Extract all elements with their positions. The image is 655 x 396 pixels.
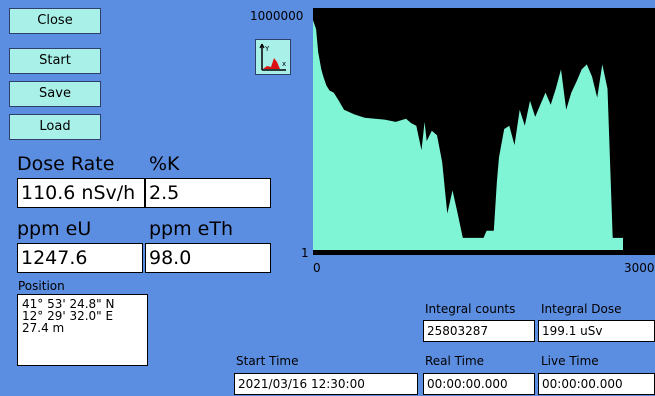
uranium-label: ppm eU: [17, 218, 92, 240]
thorium-field[interactable]: 98.0: [145, 243, 271, 273]
svg-text:x: x: [282, 60, 286, 68]
live-time-field[interactable]: 00:00:00.000: [538, 373, 655, 395]
x-axis-min-label: 0: [313, 261, 321, 275]
y-axis-min-label: 1: [301, 246, 309, 260]
spectrum-axes-icon: Y x: [259, 43, 286, 71]
load-button[interactable]: Load: [9, 114, 101, 140]
spectrum-chart[interactable]: [313, 8, 655, 255]
position-latitude: 41° 53' 24.8" N: [22, 297, 115, 311]
chart-toggle-button[interactable]: Y x: [255, 39, 291, 75]
live-time-label: Live Time: [541, 354, 599, 368]
integral-counts-label: Integral counts: [425, 302, 516, 316]
close-button[interactable]: Close: [9, 8, 101, 34]
uranium-field[interactable]: 1247.6: [17, 243, 143, 273]
integral-dose-field[interactable]: 199.1 uSv: [538, 320, 655, 342]
dose-rate-label: Dose Rate: [17, 153, 115, 175]
potassium-label: %K: [149, 153, 180, 175]
start-time-label: Start Time: [236, 354, 299, 368]
thorium-label: ppm eTh: [149, 218, 234, 240]
integral-dose-label: Integral Dose: [541, 302, 622, 316]
start-button[interactable]: Start: [9, 48, 101, 74]
position-longitude: 12° 29' 32.0" E: [22, 309, 114, 323]
x-axis-max-label: 3000: [624, 261, 655, 275]
start-time-field[interactable]: 2021/03/16 12:30:00: [234, 373, 418, 395]
real-time-field[interactable]: 00:00:00.000: [423, 373, 535, 395]
svg-text:Y: Y: [264, 45, 270, 53]
position-label: Position: [18, 279, 65, 293]
integral-counts-field[interactable]: 25803287: [423, 320, 535, 342]
position-box: 41° 53' 24.8" N 12° 29' 32.0" E 27.4 m: [17, 294, 148, 366]
potassium-field[interactable]: 2.5: [145, 178, 271, 208]
dose-rate-field[interactable]: 110.6 nSv/h: [17, 178, 145, 208]
spectrum-area: [313, 20, 623, 250]
real-time-label: Real Time: [425, 354, 485, 368]
y-axis-max-label: 1000000: [250, 9, 304, 23]
save-button[interactable]: Save: [9, 81, 101, 107]
position-altitude: 27.4 m: [22, 321, 65, 335]
